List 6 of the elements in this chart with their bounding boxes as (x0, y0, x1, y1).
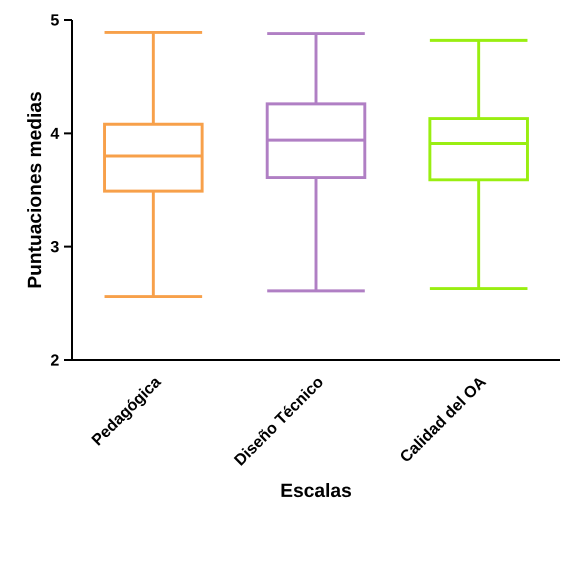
y-tick-label: 5 (50, 14, 59, 26)
y-tick-label: 4 (50, 128, 60, 139)
y-tick-label: 3 (50, 240, 59, 252)
y-axis-title: Puntuaciones medias (27, 92, 42, 288)
x-axis-title: Escalas (282, 483, 351, 498)
y-tick-label: 2 (50, 354, 59, 366)
